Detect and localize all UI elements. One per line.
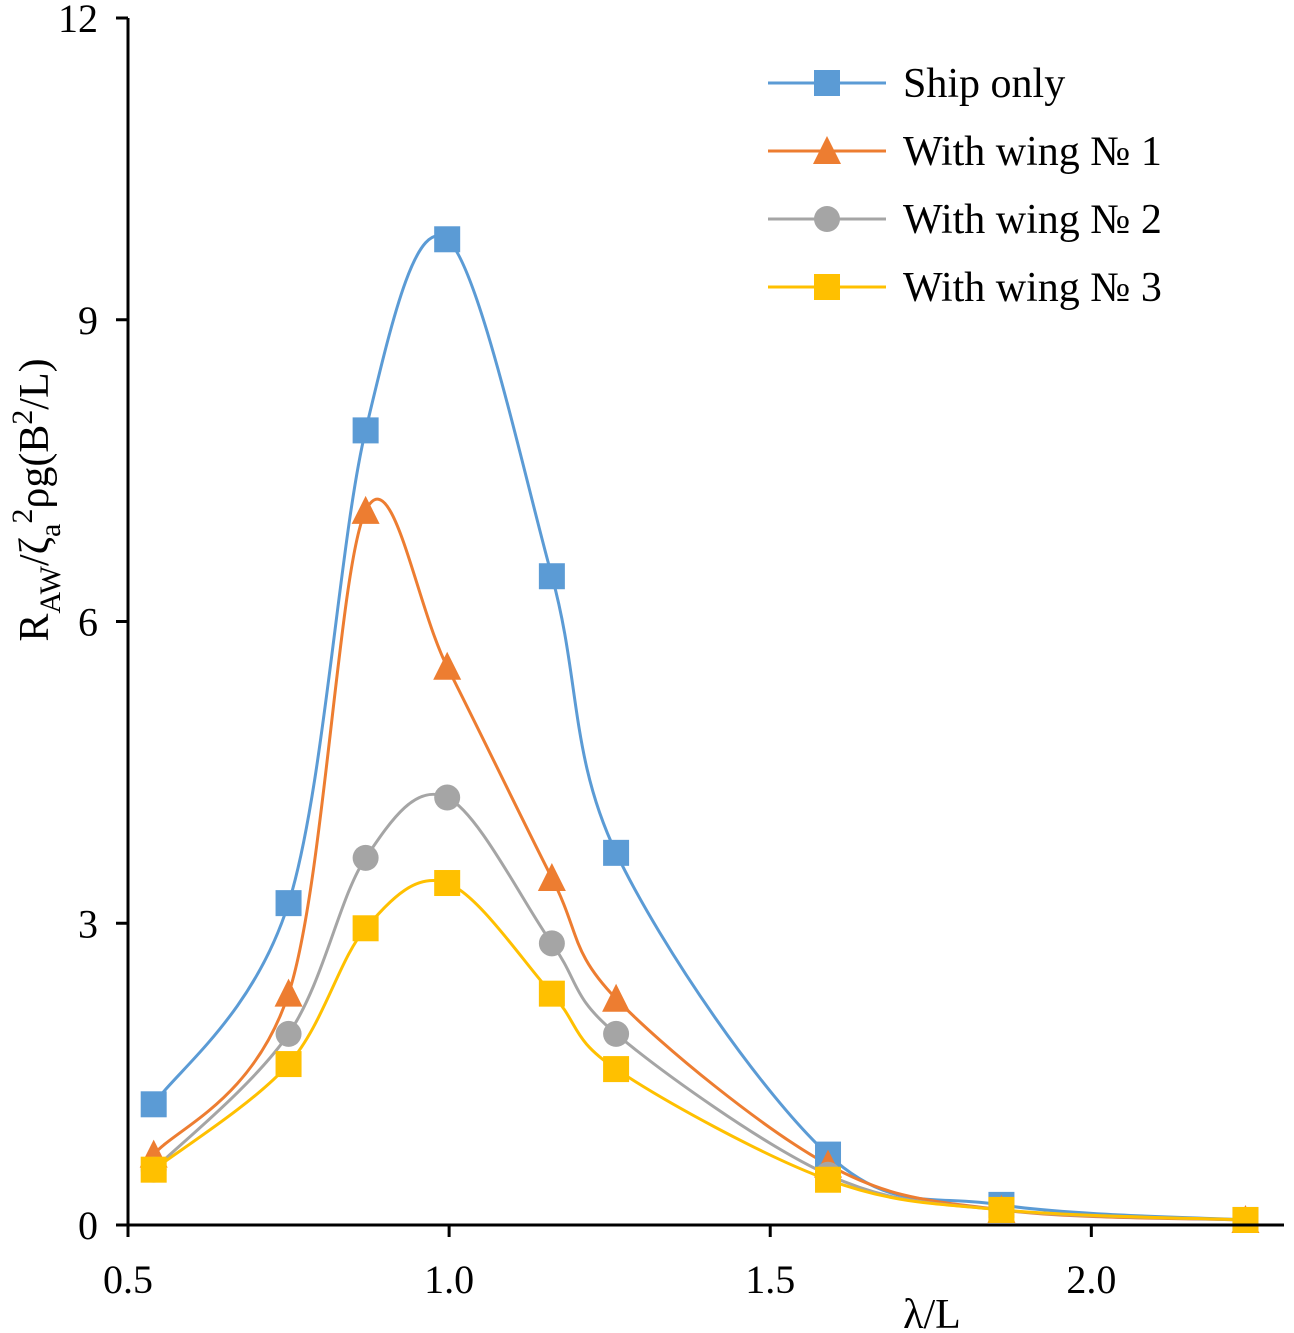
legend-marker: [814, 206, 840, 232]
data-point-series-3: [603, 1020, 630, 1047]
y-tick-label: 0: [78, 1203, 98, 1248]
data-point-series-3: [538, 930, 565, 957]
data-point-series-2: [602, 983, 631, 1012]
data-point-series-4: [815, 1166, 842, 1193]
data-point-series-1: [352, 417, 379, 444]
series-line-2: [152, 497, 1246, 1222]
legend-marker: [814, 70, 840, 96]
data-point-series-3: [352, 844, 379, 871]
data-point-series-4: [1232, 1206, 1259, 1233]
legend-marker: [813, 136, 841, 164]
axis-ticks: 0 3 6 9 12 0.5 1.0 1.5 2.0: [58, 0, 1116, 1302]
legend-label: With wing № 2: [903, 197, 1162, 243]
data-point-series-4: [434, 870, 461, 897]
data-point-series-4: [140, 1156, 167, 1183]
data-point-series-3: [275, 1020, 302, 1047]
data-point-series-4: [352, 915, 379, 942]
data-point-series-3: [434, 784, 461, 811]
series-line-4: [152, 879, 1246, 1222]
x-tick-label: 0.5: [103, 1257, 153, 1302]
data-point-series-2: [274, 978, 303, 1007]
data-point-series-1: [140, 1091, 167, 1118]
legend-label: With wing № 3: [903, 265, 1162, 311]
series-lines: [152, 234, 1246, 1222]
legend-label: With wing № 1: [903, 129, 1162, 175]
legend-marker: [814, 274, 840, 300]
x-tick-label: 1.5: [745, 1257, 795, 1302]
legend: Ship only With wing № 1 With wing № 2 With …: [768, 61, 1162, 311]
series-markers: [139, 226, 1260, 1233]
data-point-series-4: [538, 980, 565, 1007]
legend-label: Ship only: [903, 61, 1065, 107]
series-line-3: [152, 792, 1246, 1222]
data-point-series-1: [434, 226, 461, 253]
y-tick-label: 6: [78, 600, 98, 645]
x-tick-label: 1.0: [424, 1257, 474, 1302]
data-point-series-1: [275, 890, 302, 917]
x-axis-title: λ/L: [903, 1292, 961, 1333]
y-axis-title: RAW/ζa2ρg(B2/L): [6, 358, 67, 641]
data-point-series-4: [988, 1196, 1015, 1223]
data-point-series-4: [603, 1056, 630, 1083]
y-tick-label: 9: [78, 298, 98, 343]
data-point-series-2: [351, 495, 380, 524]
data-point-series-2: [433, 651, 462, 680]
data-point-series-1: [538, 563, 565, 590]
data-point-series-2: [537, 862, 566, 891]
y-tick-label: 12: [58, 0, 98, 41]
y-tick-label: 3: [78, 901, 98, 946]
x-tick-label: 2.0: [1066, 1257, 1116, 1302]
data-point-series-1: [603, 839, 630, 866]
data-point-series-4: [275, 1051, 302, 1078]
